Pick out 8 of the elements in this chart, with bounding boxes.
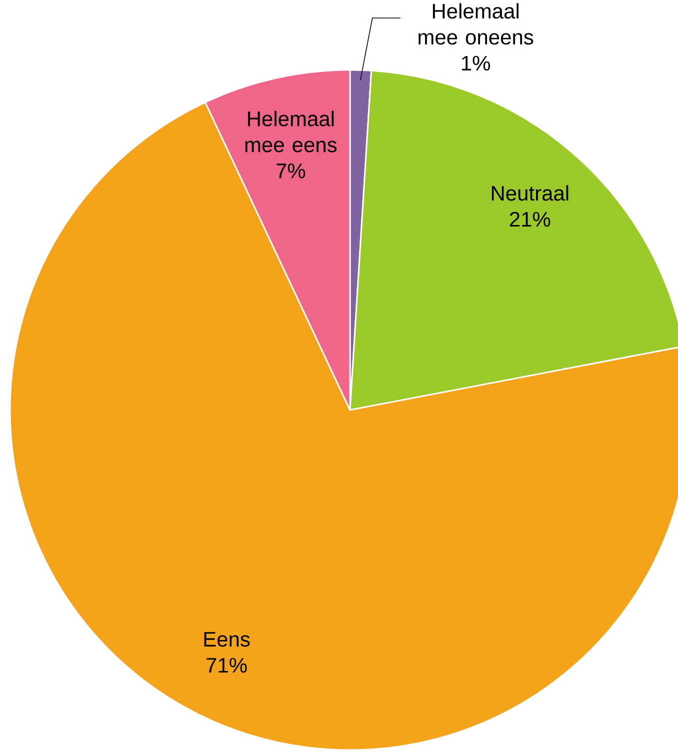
data-label: 1% xyxy=(462,56,490,71)
data-label: 21% xyxy=(510,212,550,227)
slice-label: Eens xyxy=(204,632,250,647)
data-label: 7% xyxy=(276,164,306,178)
slice-label: Helemaal mee oneens xyxy=(418,3,534,45)
slice-label: Neutraal xyxy=(492,185,568,201)
data-label: 71% xyxy=(206,658,247,673)
slice-label: Helemaal mee eens xyxy=(245,110,337,152)
